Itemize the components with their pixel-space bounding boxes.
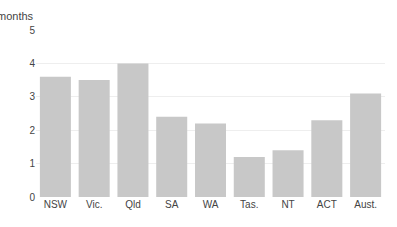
svg-text:WA: WA: [203, 199, 219, 210]
svg-text:5: 5: [29, 25, 35, 36]
svg-text:Tas.: Tas.: [240, 199, 258, 210]
svg-text:Aust.: Aust.: [354, 199, 377, 210]
svg-text:Qld: Qld: [125, 199, 141, 210]
svg-text:Vic.: Vic.: [86, 199, 103, 210]
svg-text:2: 2: [29, 125, 35, 136]
svg-text:4: 4: [29, 58, 35, 69]
svg-text:NT: NT: [281, 199, 294, 210]
svg-text:ACT: ACT: [317, 199, 337, 210]
svg-text:NSW: NSW: [44, 199, 68, 210]
svg-text:1: 1: [29, 158, 35, 169]
svg-text:3: 3: [29, 91, 35, 102]
svg-text:months: months: [0, 10, 34, 22]
svg-text:SA: SA: [165, 199, 179, 210]
svg-text:0: 0: [29, 192, 35, 203]
